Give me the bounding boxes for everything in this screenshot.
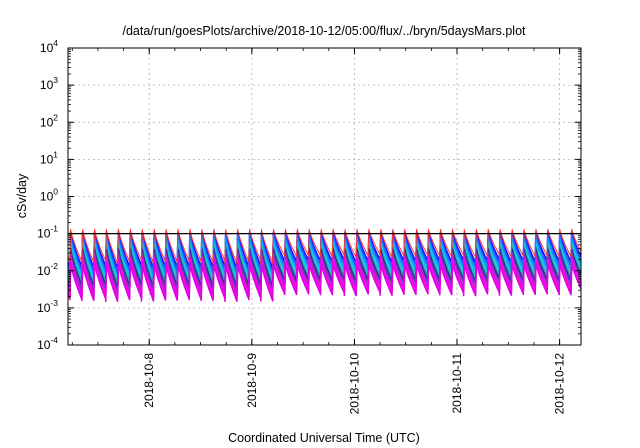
series-layer	[68, 228, 581, 302]
series-line	[68, 237, 581, 278]
y-tick-label: 10-4	[37, 335, 58, 352]
series-line	[68, 231, 581, 270]
y-tick-label: 101	[40, 149, 58, 166]
x-tick-label: 2018-10-9	[245, 353, 259, 408]
grid	[68, 48, 581, 345]
series-line	[68, 233, 581, 274]
series-line	[68, 252, 581, 292]
y-tick-label: 104	[40, 38, 58, 55]
series-line	[68, 258, 581, 299]
x-tick-label: 2018-10-8	[142, 353, 156, 408]
series-line	[68, 248, 581, 289]
y-tick-label: 102	[40, 112, 58, 129]
x-tick-label: 2018-10-10	[347, 353, 361, 415]
y-tick-label: 10-3	[37, 298, 58, 315]
y-axis: 10-4 10-3 10-2 10-1 100 101 102 103 104	[37, 38, 581, 352]
y-tick-label: 100	[40, 187, 58, 204]
series-line	[68, 255, 581, 296]
x-axis-title: Coordinated Universal Time (UTC)	[228, 431, 420, 445]
series-line	[68, 228, 581, 264]
y-tick-label: 103	[40, 75, 58, 92]
y-tick-label: 10-1	[37, 224, 58, 241]
chart-title: /data/run/goesPlots/archive/2018-10-12/0…	[122, 24, 526, 38]
y-axis-title: cSv/day	[15, 173, 29, 218]
series-line	[68, 262, 581, 302]
x-tick-label: 2018-10-12	[553, 353, 567, 415]
series-line	[68, 242, 581, 281]
series-line	[68, 245, 581, 285]
x-axis: 2018-10-8 2018-10-9 2018-10-10 2018-10-11 20…	[71, 48, 567, 415]
y-tick-label: 10-2	[37, 261, 58, 278]
x-tick-label: 2018-10-11	[450, 353, 464, 414]
